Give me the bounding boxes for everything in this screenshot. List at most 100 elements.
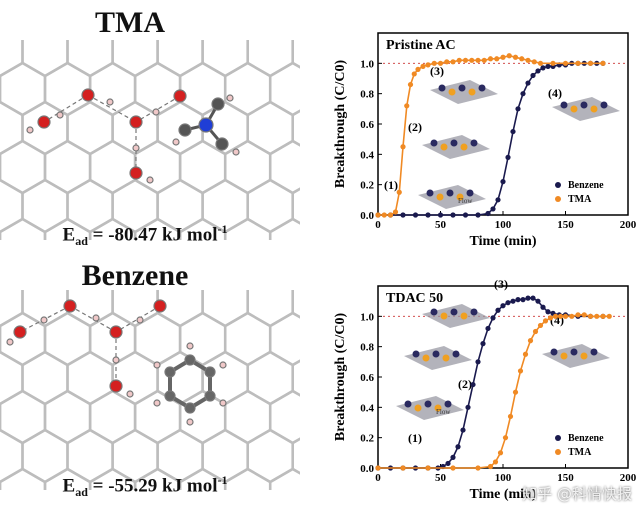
flow-label: Flow	[436, 408, 451, 416]
y-tick-label: 0.8	[360, 89, 374, 101]
data-point	[494, 56, 500, 62]
data-point	[497, 450, 504, 456]
graphene-lattice	[0, 290, 300, 490]
data-point	[495, 197, 501, 203]
graphene-hexagon	[291, 40, 300, 69]
data-point	[492, 459, 499, 465]
x-tick-label: 200	[620, 219, 637, 231]
data-point	[532, 328, 539, 335]
tma-title: TMA	[95, 6, 165, 39]
graphene-hexagon	[246, 290, 294, 328]
data-point	[450, 59, 456, 65]
data-point	[606, 313, 612, 319]
data-point	[425, 62, 431, 68]
data-point	[517, 368, 524, 374]
oxygen-atom	[173, 89, 187, 103]
data-point	[581, 312, 587, 318]
graphene-hexagon	[88, 217, 137, 240]
data-point	[530, 295, 536, 301]
x-tick-label: 100	[495, 472, 512, 484]
x-tick-label: 0	[375, 472, 381, 484]
adsorption-stage-illustration	[396, 396, 464, 420]
y-tick-label: 0.2	[360, 180, 374, 192]
tma-graphene-model	[0, 40, 300, 240]
data-point	[512, 389, 519, 395]
data-point	[375, 465, 381, 471]
data-point	[487, 56, 494, 62]
data-point	[485, 210, 491, 217]
oxygen-atom	[153, 299, 167, 313]
adsorption-stage-illustration	[404, 346, 472, 370]
carbon-atom	[164, 390, 176, 402]
data-point	[520, 91, 526, 97]
legend-label: Benzene	[568, 433, 604, 444]
graphene-hexagon	[246, 40, 294, 78]
graphene-hexagon	[156, 40, 204, 78]
graphene-hexagon	[43, 217, 92, 240]
carbon-atom	[204, 390, 216, 402]
data-point	[525, 295, 531, 301]
data-point	[437, 60, 444, 66]
graphene-hexagon	[291, 187, 300, 225]
series-line	[378, 54, 603, 216]
carbon-atom	[211, 97, 225, 111]
data-point	[550, 60, 556, 66]
data-point	[396, 189, 402, 195]
tma-panel: TMA	[0, 0, 300, 255]
data-point	[540, 304, 546, 310]
oxygen-atom	[81, 88, 95, 102]
data-point	[600, 60, 606, 66]
data-point	[587, 60, 594, 66]
oxygen-atom	[129, 115, 143, 129]
data-point	[510, 128, 516, 135]
tdac50-breakthrough-chart: 0 50 100 150 200 0.0 0.2 0.4 0.6 0.8 1.0 Time (min)…	[333, 277, 637, 502]
data-point	[542, 318, 549, 324]
carbon-atom	[204, 366, 216, 378]
y-tick-label: 1.0	[360, 58, 374, 70]
data-point	[455, 444, 461, 450]
legend-marker	[555, 449, 561, 455]
data-point	[469, 57, 475, 63]
nitrogen-atom	[198, 117, 214, 133]
carbon-atom	[184, 354, 196, 366]
y-tick-label: 0.4	[360, 402, 374, 414]
data-point	[444, 59, 450, 65]
data-point	[520, 297, 526, 303]
data-point	[525, 57, 531, 63]
graphene-hexagon	[0, 467, 47, 490]
legend-label: Benzene	[568, 180, 604, 191]
graphene-hexagon	[133, 467, 182, 490]
data-point	[425, 465, 431, 471]
chart-title: Pristine AC	[386, 38, 456, 53]
data-point	[480, 341, 486, 347]
data-point	[490, 315, 496, 321]
adsorption-stage-illustration	[430, 80, 498, 104]
data-point	[510, 298, 516, 304]
graphene-hexagon	[291, 437, 300, 475]
oxygen-atom	[129, 166, 143, 180]
data-point	[475, 359, 481, 365]
data-point	[404, 103, 410, 109]
data-point	[437, 212, 444, 218]
benzene-title: Benzene	[81, 259, 189, 292]
y-tick-label: 0.8	[360, 342, 374, 354]
x-tick-label: 150	[557, 219, 574, 231]
y-axis-label: Breakthrough (C/C0)	[333, 313, 348, 442]
graphene-hexagon	[268, 389, 300, 445]
oxygen-atom	[109, 325, 123, 339]
adsorption-stage-illustration	[422, 135, 490, 159]
data-point	[381, 212, 387, 218]
data-point	[545, 309, 551, 315]
data-point	[445, 460, 451, 467]
graphene-hexagon	[223, 467, 272, 490]
data-point	[481, 57, 487, 63]
data-point	[502, 435, 509, 441]
data-point	[547, 315, 554, 321]
data-point	[400, 465, 406, 471]
graphene-hexagon	[0, 217, 47, 240]
data-point	[525, 80, 531, 86]
data-point	[575, 312, 581, 318]
data-point	[475, 212, 481, 218]
data-point	[500, 303, 506, 309]
data-point	[535, 298, 541, 304]
